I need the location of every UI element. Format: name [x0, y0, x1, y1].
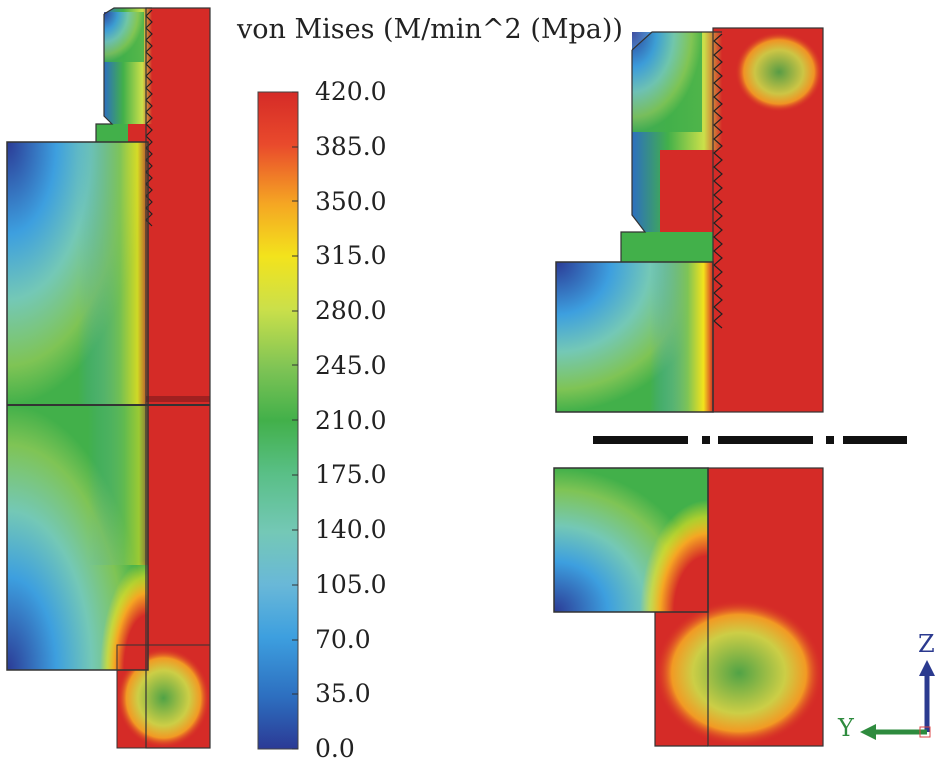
legend-tick-marks	[292, 91, 298, 750]
legend-tick-label: 245.0	[315, 350, 387, 380]
legend-tick-label: 35.0	[315, 679, 371, 709]
right-bot-foot-blob	[655, 600, 823, 746]
legend-color-bar	[258, 92, 298, 749]
right-top-outer-outline	[712, 27, 824, 413]
legend-tick-label: 70.0	[315, 624, 371, 654]
break-line	[593, 436, 907, 444]
legend-tick-label: 175.0	[315, 460, 387, 490]
left-inner-lower-hot	[100, 560, 148, 670]
legend-tick-label: 210.0	[315, 405, 387, 435]
right-bot-inner-outline	[553, 467, 709, 613]
left-outer-body	[146, 8, 210, 748]
right-bot-foot-outline	[654, 612, 708, 747]
left-inner-upper-edge	[78, 142, 148, 405]
right-model-bottom	[553, 467, 824, 747]
right-top-inner-outline	[555, 261, 714, 413]
y-axis-label: Y	[838, 714, 854, 742]
right-top-inner-hot	[650, 262, 713, 412]
right-top-thread	[713, 33, 723, 329]
legend-tick-label: 420.0	[315, 77, 387, 106]
legend-tick-label: 140.0	[315, 515, 387, 544]
left-head-outline	[95, 7, 152, 142]
right-top-head-hot	[660, 150, 722, 232]
right-top-yellow-arc	[735, 32, 823, 112]
legend-tick-label: 0.0	[315, 734, 355, 763]
z-axis-label: Z	[918, 630, 935, 658]
right-model-top	[555, 27, 824, 413]
legend-tick-label: 385.0	[315, 131, 387, 161]
legend-tick-label: 280.0	[315, 296, 387, 325]
left-inner-lower-edge	[88, 405, 148, 565]
right-bot-inner-hot	[640, 500, 708, 612]
right-top-head-outline	[620, 31, 722, 262]
left-thread	[145, 9, 153, 227]
left-head-corner	[104, 12, 144, 62]
right-top-head-corner	[632, 32, 702, 132]
right-top-shoulder	[621, 232, 713, 262]
left-foot-outline	[116, 644, 211, 749]
left-model	[6, 7, 211, 749]
legend-tick-label: 350.0	[315, 186, 387, 216]
coordinate-triad	[860, 660, 935, 740]
legend-tick-label: 105.0	[315, 569, 387, 599]
legend-title: von Mises (M/min^2 (Mpa))	[237, 14, 623, 45]
left-inner-outline	[6, 141, 149, 671]
left-interface-band	[146, 396, 210, 402]
legend-tick-label: 315.0	[315, 241, 387, 271]
